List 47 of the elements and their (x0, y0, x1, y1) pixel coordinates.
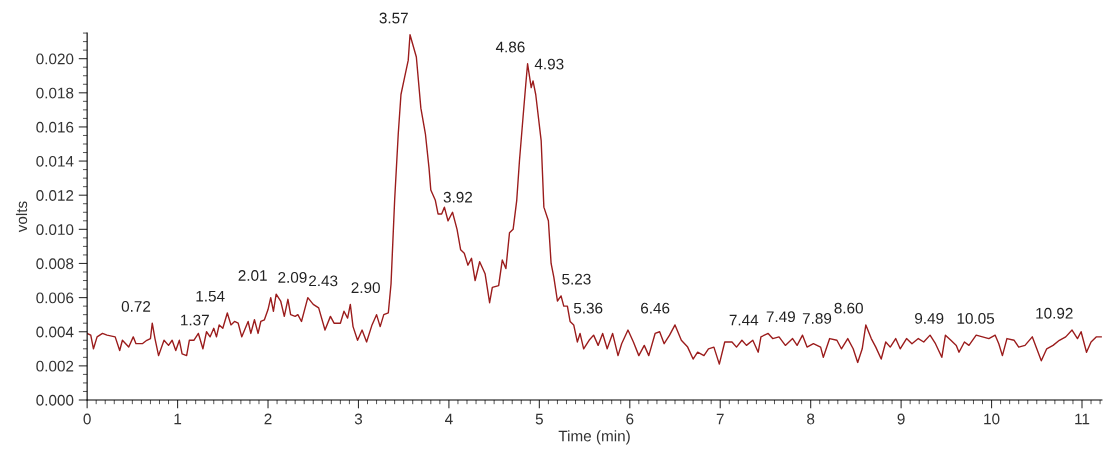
y-tick-label: 0.014 (36, 155, 74, 167)
annotation: 7.89 (802, 312, 832, 324)
y-tick-label: 0.018 (36, 87, 74, 99)
line-series (87, 34, 1102, 365)
y-axis-title: volts (15, 201, 28, 233)
x-tick-label: 6 (626, 413, 634, 425)
annotation: 3.92 (443, 191, 473, 203)
annotation: 10.92 (1036, 307, 1073, 319)
x-tick-label: 7 (716, 413, 724, 425)
x-tick-label: 3 (354, 413, 363, 425)
y-tick-label: 0.012 (36, 190, 74, 201)
annotation: 5.36 (573, 302, 603, 314)
x-tick-label: 4 (445, 413, 453, 425)
annotation: 9.49 (915, 312, 944, 324)
x-tick-label: 5 (535, 413, 543, 425)
y-tick-label: 0.006 (36, 292, 74, 304)
annotation: 2.09 (278, 272, 307, 283)
annotation: 6.46 (641, 302, 670, 314)
x-tick-label: 10 (984, 413, 1000, 425)
annotation: 1.37 (181, 314, 209, 326)
annotation: 1.54 (196, 290, 225, 302)
x-tick-label: 11 (1075, 413, 1090, 425)
y-tick-label: 0.000 (36, 394, 74, 406)
annotation: 10.05 (957, 312, 995, 324)
annotation: 5.23 (562, 273, 591, 285)
y-tick-label: 0.016 (36, 121, 74, 133)
annotation: 4.93 (534, 58, 564, 70)
y-tick-label: 0.010 (36, 224, 74, 236)
annotation: 2.43 (309, 275, 338, 287)
y-tick-label: 0.008 (36, 258, 74, 270)
annotation: 2.01 (238, 270, 267, 281)
annotation: 0.72 (121, 301, 151, 312)
y-tick-label: 0.002 (36, 360, 74, 372)
x-tick-label: 0 (83, 413, 91, 425)
annotation: 4.86 (495, 41, 525, 53)
x-axis-title: Time (min) (558, 430, 630, 445)
annotation: 8.60 (834, 302, 863, 314)
annotation: 7.49 (766, 311, 795, 323)
annotation: 2.90 (351, 282, 380, 294)
x-tick-label: 1 (174, 413, 182, 425)
x-tick-label: 9 (897, 413, 905, 425)
annotation: 3.57 (379, 12, 408, 24)
x-tick-label: 2 (264, 413, 272, 425)
y-tick-label: 0.004 (36, 326, 74, 338)
annotation: 7.44 (729, 314, 759, 326)
x-tick-label: 8 (807, 413, 815, 425)
y-tick-label: 0.020 (36, 53, 74, 65)
